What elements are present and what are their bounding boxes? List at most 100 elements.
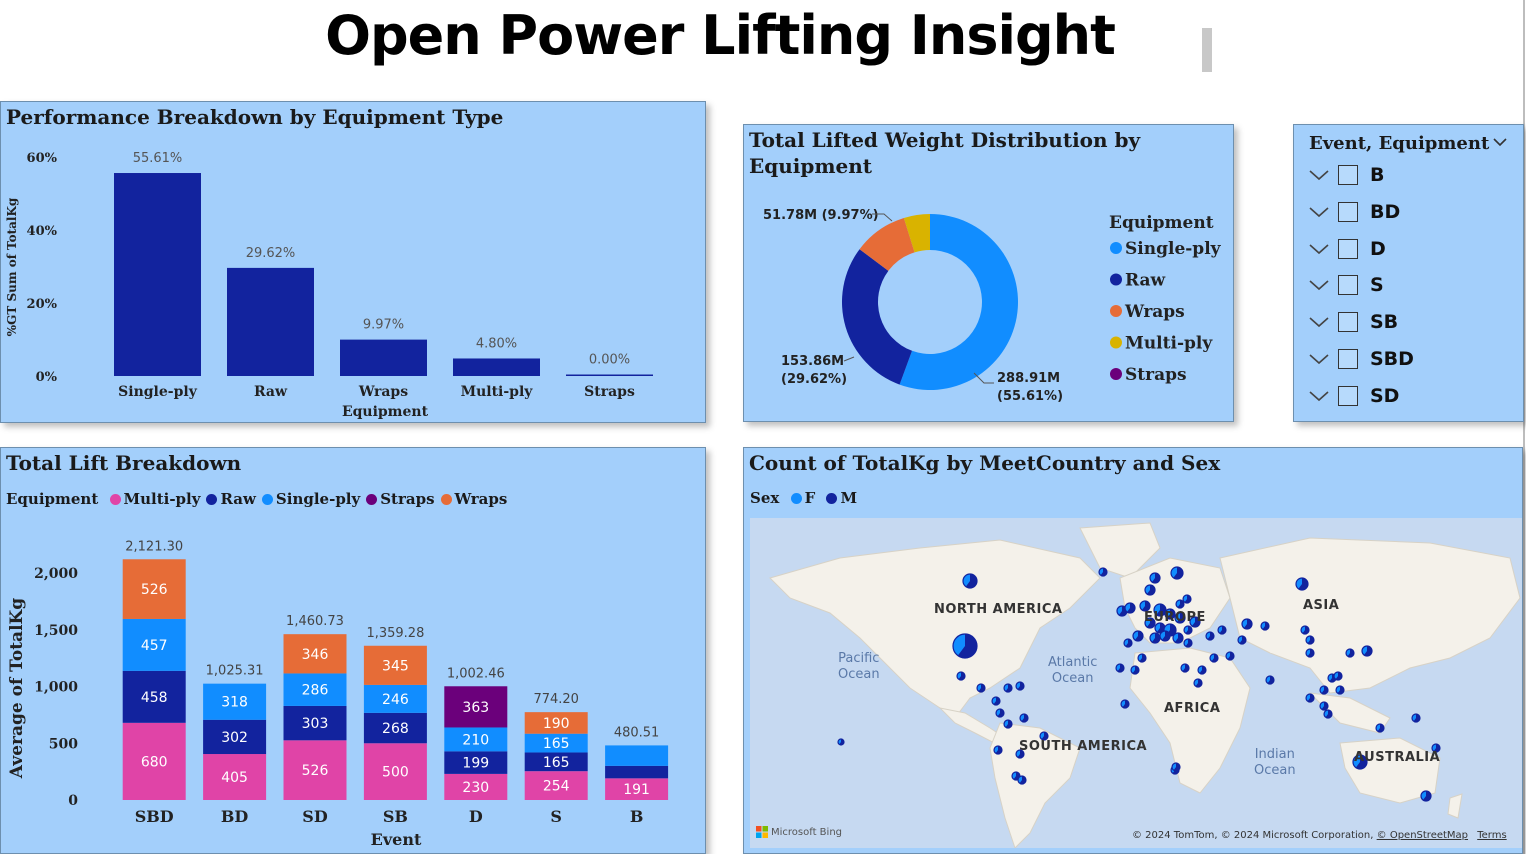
map-legend-item-m[interactable]: M [820, 489, 857, 507]
slicer-item-bd[interactable]: BD [1308, 198, 1400, 226]
map-label-north-america: NORTH AMERICA [934, 602, 1063, 617]
bar2-segment-label: 230 [462, 780, 489, 796]
bar1-y-tick: 40% [27, 224, 58, 239]
bar1-data-label: 0.00% [589, 353, 630, 368]
weight-distribution-panel[interactable]: Total Lifted Weight Distribution by Equi… [743, 124, 1234, 422]
land-se-asia [1308, 692, 1391, 734]
expand-chevron-icon[interactable] [1308, 240, 1330, 258]
map-label-europe: EUROPE [1144, 610, 1206, 625]
slicer-checkbox[interactable] [1338, 349, 1358, 369]
stacked-legend-item-wraps[interactable]: Wraps [435, 490, 507, 508]
donut-legend-title: Equipment [1109, 213, 1214, 233]
total-lift-breakdown-panel[interactable]: Total Lift Breakdown Equipment Multi-ply… [0, 447, 706, 854]
slicer-item-s[interactable]: S [1308, 271, 1384, 299]
map-legend-item-f[interactable]: F [785, 489, 815, 507]
slicer-item-label: SBD [1370, 348, 1414, 370]
slicer-item-b[interactable]: B [1308, 161, 1384, 189]
expand-chevron-icon[interactable] [1308, 350, 1330, 368]
stacked-legend-item-single-ply[interactable]: Single-ply [256, 490, 360, 508]
dashboard-title: Open Power Lifting Insight [325, 4, 1116, 67]
bar2-total-label: 1,025.31 [206, 664, 264, 679]
total-lift-breakdown-title: Total Lift Breakdown [6, 451, 242, 475]
map-bubble-male-slice [1017, 682, 1024, 690]
map-bubble-male-slice [1185, 639, 1192, 647]
slicer-item-sbd[interactable]: SBD [1308, 345, 1414, 373]
map-bubble-male-slice [1192, 617, 1200, 627]
map-label-africa: AFRICA [1164, 701, 1221, 716]
donut-slice-single-ply [899, 214, 1018, 390]
slicer-checkbox[interactable] [1338, 165, 1358, 185]
map-attribution: © 2024 TomTom, © 2024 Microsoft Corporat… [1132, 830, 1507, 841]
donut-legend-item-wraps: Wraps [1124, 302, 1185, 322]
osm-link[interactable]: © OpenStreetMap [1376, 830, 1469, 841]
slicer-checkbox[interactable] [1338, 385, 1358, 406]
map-bubble-male-slice [1219, 626, 1226, 634]
stacked-legend: Equipment Multi-ply Raw Single-ply Straps Wr… [6, 490, 507, 508]
slicer-checkbox[interactable] [1338, 238, 1358, 259]
bar1-x-tick: Single-ply [118, 384, 198, 400]
expand-chevron-icon[interactable] [1308, 313, 1330, 331]
bar2-y-tick: 500 [49, 736, 78, 752]
bar2-x-tick: BD [221, 807, 249, 826]
terms-link[interactable]: Terms [1477, 830, 1507, 841]
stacked-legend-title: Equipment [6, 490, 99, 508]
slicer-checkbox[interactable] [1338, 201, 1358, 222]
stacked-legend-item-raw[interactable]: Raw [200, 490, 256, 508]
map-bubble-male-slice [1152, 573, 1160, 583]
bar2-segment-bd-single-ply [203, 683, 267, 720]
title-cursor-mark [1202, 28, 1212, 72]
performance-breakdown-panel[interactable]: Performance Breakdown by Equipment Type … [0, 101, 706, 423]
slicer-item-sd[interactable]: SD [1308, 382, 1399, 410]
map-bubble-male-slice [1173, 763, 1180, 771]
expand-chevron-icon[interactable] [1308, 276, 1330, 294]
slicer-item-sb[interactable]: SB [1308, 308, 1398, 336]
donut-slice-raw [842, 249, 913, 385]
bar2-segment-d-multi-ply [444, 773, 508, 800]
bar1-y-tick: 20% [27, 297, 58, 312]
map-bubble-male-slice [1302, 626, 1309, 634]
total-lift-stacked-chart[interactable]: 0 500 1,000 1,500 2,000 Average of TotalKg 680… [1, 448, 706, 854]
stacked-legend-item-multi-ply[interactable]: Multi-ply [104, 490, 200, 508]
map-bubble-male-slice [1156, 604, 1167, 616]
map-bubble-male-slice [1413, 714, 1420, 722]
bar2-segment-sbd-multi-ply [122, 722, 186, 800]
bar2-x-tick: SD [302, 807, 328, 826]
map-bubble-male-slice [965, 574, 977, 588]
map-bubble-male-slice [1132, 666, 1139, 674]
slicer-checkbox[interactable] [1338, 312, 1358, 333]
bar2-x-tick: B [630, 807, 644, 826]
donut-slice-wraps [859, 217, 915, 271]
world-map[interactable]: NORTH AMERICA EUROPE ASIA AFRICA SOUTH A… [750, 518, 1522, 848]
slicer-checkbox[interactable] [1338, 275, 1358, 296]
bar1-x-tick: Raw [254, 384, 288, 400]
bar2-segment-d-raw [444, 751, 508, 774]
bar2-segment-sb-raw [363, 712, 427, 744]
bar2-x-tick: D [469, 807, 483, 826]
donut-legend-dot [1110, 368, 1122, 380]
slicer-item-label: D [1370, 237, 1386, 260]
bar2-total-label: 1,359.28 [366, 626, 424, 641]
ocean-label-pacific: Pacific Ocean [838, 651, 880, 682]
expand-chevron-icon[interactable] [1308, 166, 1330, 184]
slicer-item-d[interactable]: D [1308, 235, 1386, 263]
map-bubble-male-slice [1207, 632, 1214, 640]
donut-legend-item-single-ply: Single-ply [1125, 239, 1222, 259]
map-bubble-male-slice [1184, 595, 1191, 603]
map-title: Count of TotalKg by MeetCountry and Sex [749, 451, 1221, 475]
map-bubble-male-slice [1321, 702, 1328, 710]
expand-chevron-icon[interactable] [1308, 203, 1330, 221]
map-bubble-male-slice [1147, 585, 1155, 595]
performance-bar-chart[interactable]: 0% 20% 40% 60% %GT Sum of TotalKg 55.61% Singl… [1, 102, 706, 423]
bar2-segment-label: 346 [302, 647, 329, 663]
bar1-data-label: 4.80% [476, 336, 517, 351]
slicer-dropdown-chevron-icon[interactable] [1492, 136, 1508, 148]
bar2-segment-bd-raw [203, 719, 267, 755]
map-bubble-male-slice [1211, 654, 1218, 662]
map-bubble-male-slice [839, 739, 844, 745]
map-bubble-male-slice [1167, 609, 1175, 619]
event-equipment-slicer[interactable]: Event, Equipment B BD D S SB SBD SD [1293, 124, 1524, 422]
weight-donut-chart[interactable]: 288.91M (55.61%) 153.86M (29.62%) 51.78M (9.… [744, 125, 1234, 422]
expand-chevron-icon[interactable] [1308, 387, 1330, 405]
map-panel[interactable]: Count of TotalKg by MeetCountry and Sex … [743, 447, 1523, 854]
stacked-legend-item-straps[interactable]: Straps [360, 490, 435, 508]
